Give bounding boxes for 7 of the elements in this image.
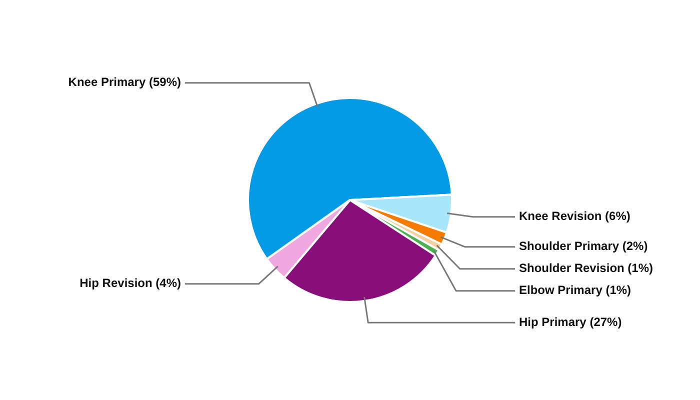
slice-label: Elbow Primary (1%): [519, 283, 632, 298]
slice-label: Shoulder Primary (2%): [519, 239, 648, 254]
slice-label: Hip Primary (27%): [519, 314, 622, 329]
slice-label: Hip Revision (4%): [80, 276, 181, 290]
slice-label: Knee Revision (6%): [519, 209, 630, 224]
slice-label: Shoulder Revision (1%): [519, 261, 654, 276]
slice-label: Knee Primary (59%): [68, 75, 181, 90]
